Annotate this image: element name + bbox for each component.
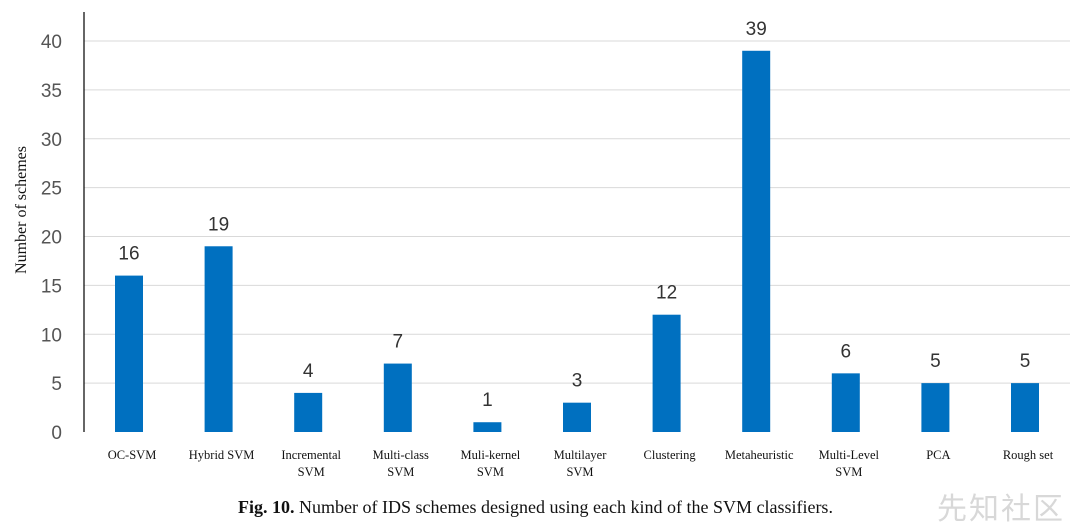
bar	[831, 373, 860, 432]
bar	[1011, 383, 1039, 432]
bar	[473, 422, 502, 432]
x-axis-tick-labels: OC-SVM Hybrid SVM Incremental SVM Multi-clas…	[108, 448, 1054, 479]
bar	[383, 363, 412, 432]
y-tick-label: 30	[41, 130, 62, 151]
data-label: 5	[930, 351, 941, 372]
y-tick-label: 0	[51, 423, 62, 444]
y-tick-label: 35	[41, 81, 62, 102]
bar	[921, 383, 950, 432]
x-tick-label: Multi-Level SVM	[819, 448, 880, 479]
y-tick-label: 15	[41, 276, 62, 297]
data-label: 3	[572, 371, 583, 392]
y-axis-label: Number of schemes	[13, 146, 30, 274]
x-tick-label: Rough set	[1003, 448, 1054, 462]
y-tick-label: 40	[41, 32, 62, 53]
data-label: 5	[1020, 351, 1031, 372]
bar	[563, 402, 591, 432]
x-tick-label: OC-SVM	[108, 448, 157, 462]
data-label: 6	[841, 341, 852, 362]
figure-caption: Fig. 10. Number of IDS schemes designed …	[0, 497, 1071, 518]
data-label: 4	[303, 361, 314, 382]
y-tick-label: 25	[41, 179, 62, 200]
data-label: 19	[208, 214, 229, 235]
data-label: 12	[656, 283, 677, 304]
bar	[204, 246, 233, 432]
bars	[115, 50, 1039, 433]
y-tick-label: 20	[41, 228, 62, 249]
x-tick-label: Muli-kernel SVM	[461, 448, 521, 479]
bar	[115, 275, 143, 432]
x-tick-label: Metaheuristic	[725, 448, 794, 462]
data-label: 16	[118, 244, 139, 265]
x-tick-label: Multilayer SVM	[554, 448, 608, 479]
bar-chart: 0 5 10 15 20 25 30 35 40 16 19 4 7 1 3 12 39 6 5 5 OC-SVM H…	[13, 12, 1070, 479]
x-tick-label: Clustering	[644, 448, 697, 462]
y-tick-label: 5	[51, 374, 62, 395]
data-labels: 16 19 4 7 1 3 12 39 6 5 5	[118, 19, 1030, 411]
x-tick-label: Hybrid SVM	[189, 448, 255, 462]
bar	[294, 392, 323, 432]
bar	[652, 314, 681, 432]
caption-label: Fig. 10.	[238, 497, 295, 517]
watermark: 先知社区	[937, 492, 1065, 527]
y-axis-ticks: 0 5 10 15 20 25 30 35 40	[41, 32, 62, 444]
y-tick-label: 10	[41, 325, 62, 346]
x-tick-label: PCA	[926, 448, 950, 462]
data-label: 7	[393, 332, 404, 353]
x-tick-label: Multi-class SVM	[373, 448, 429, 479]
bar	[742, 50, 771, 433]
gridlines	[84, 40, 1070, 384]
data-label: 39	[746, 19, 767, 40]
x-tick-label: Incremental SVM	[281, 448, 341, 479]
data-label: 1	[482, 390, 493, 411]
caption-text: Number of IDS schemes designed using eac…	[299, 497, 833, 517]
